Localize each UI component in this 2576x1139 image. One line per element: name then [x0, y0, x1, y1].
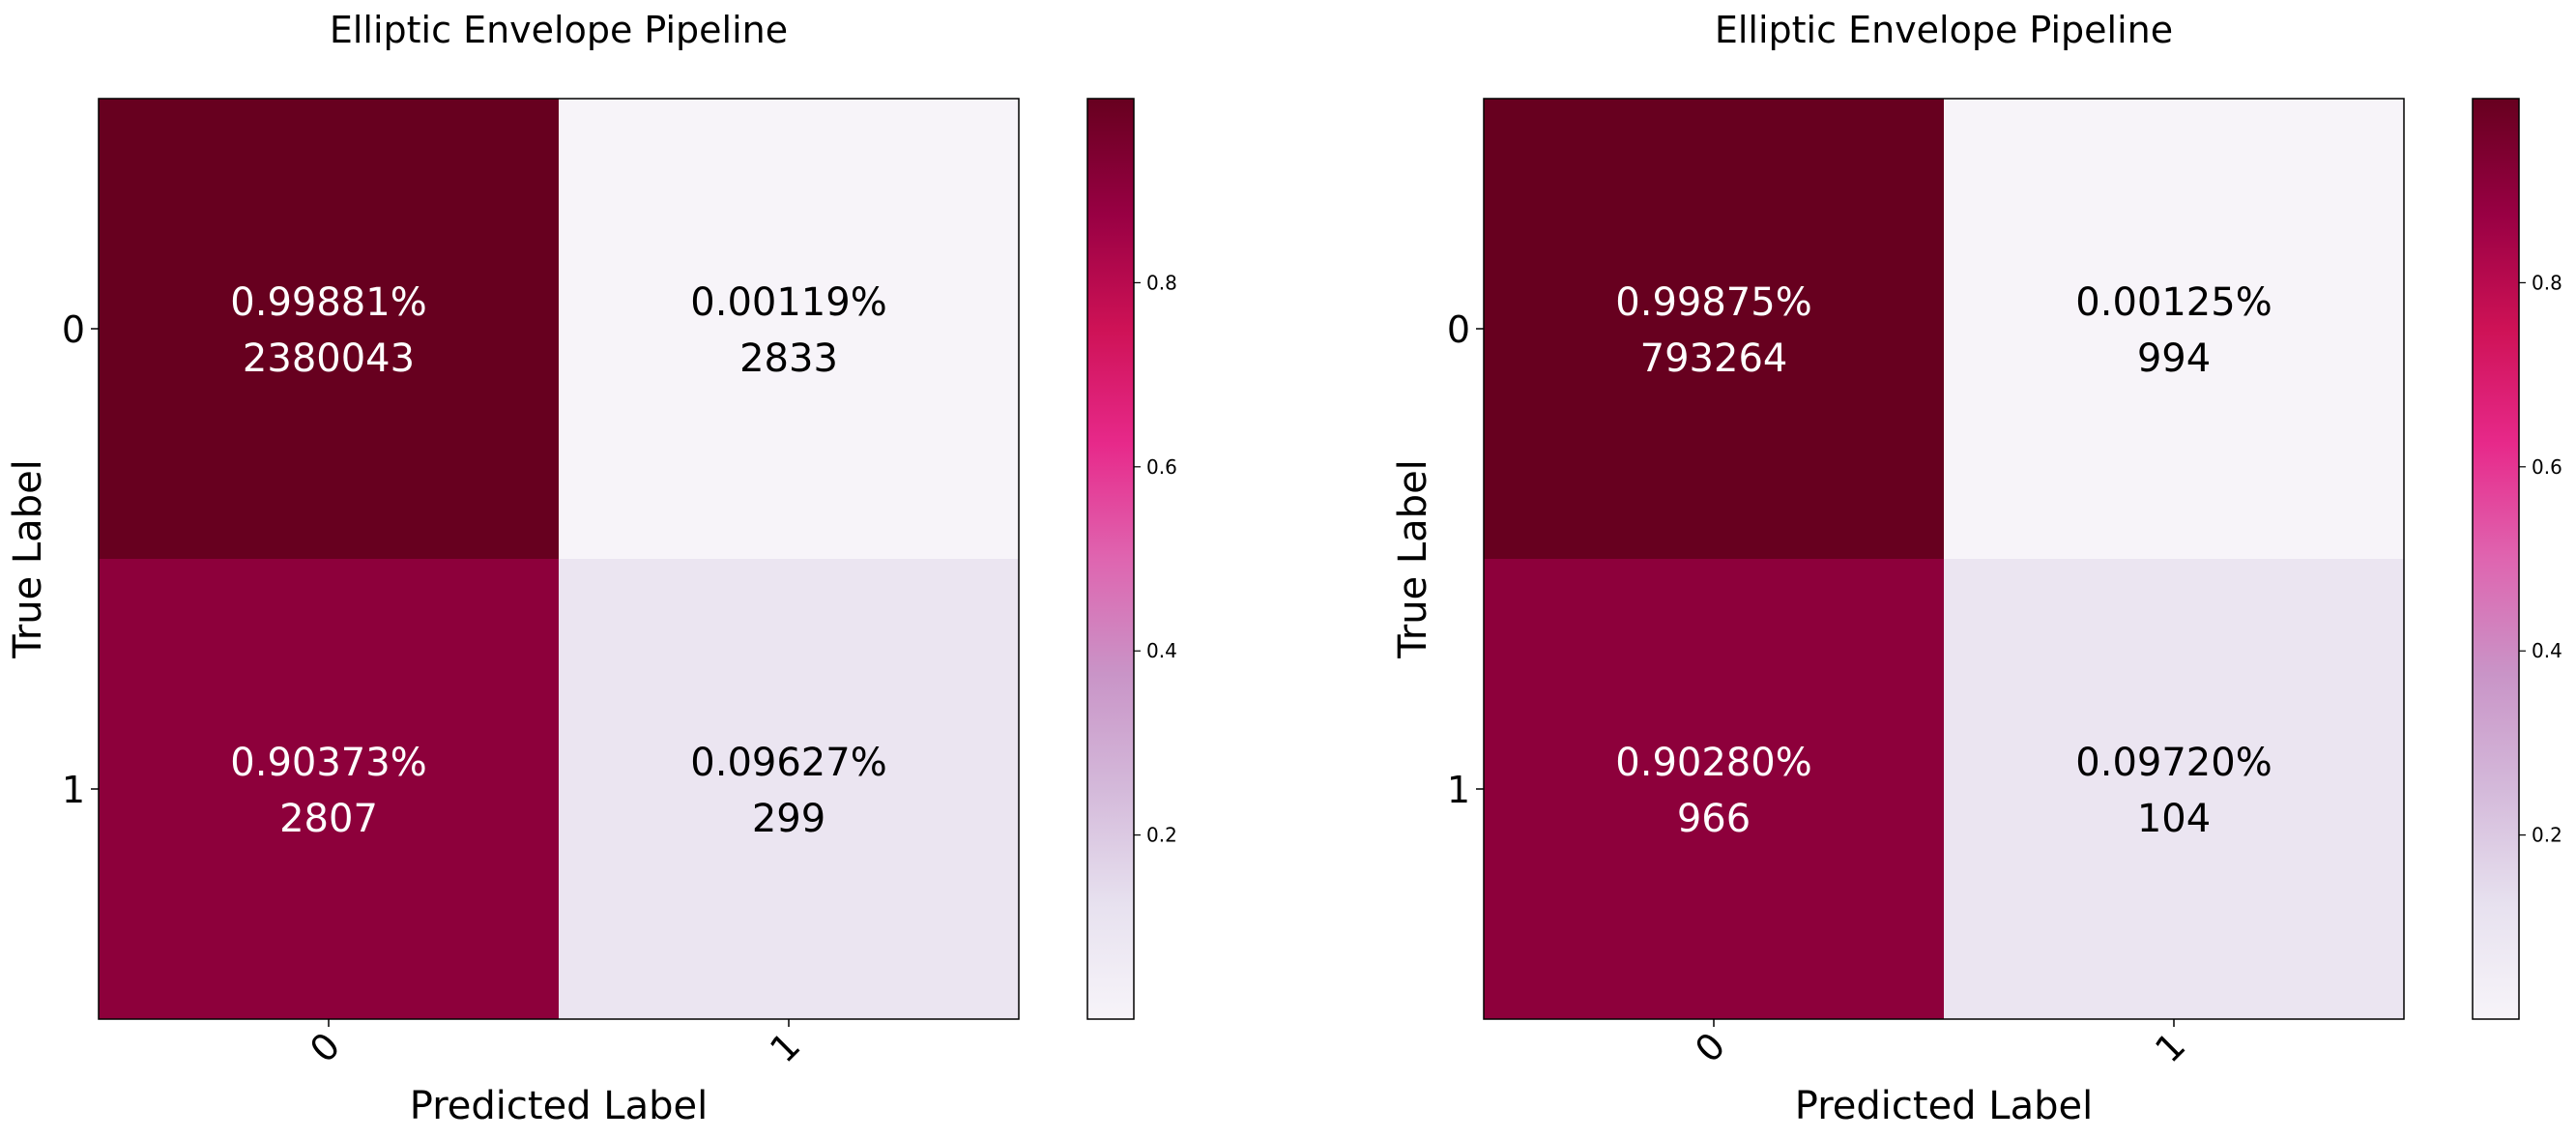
y-axis-label: True Label	[1391, 459, 1435, 659]
heatmap-cell	[559, 559, 1020, 1020]
cell-count-label: 2807	[279, 797, 378, 841]
y-axis-label: True Label	[6, 459, 50, 659]
colorbar-tick-label: 0.2	[2532, 824, 2562, 847]
y-tick-label: 0	[62, 308, 85, 351]
chart-title: Elliptic Envelope Pipeline	[330, 9, 788, 51]
x-axis-label: Predicted Label	[410, 1084, 708, 1128]
heatmap-cell	[99, 559, 560, 1020]
colorbar	[1086, 98, 1135, 1020]
cell-percent-label: 0.00125%	[2075, 280, 2272, 325]
cell-percent-label: 0.00119%	[690, 280, 886, 325]
heatmap-cell	[1484, 99, 1945, 560]
colorbar-tick-label: 0.8	[1146, 271, 1177, 294]
cell-count-label: 2833	[739, 336, 838, 381]
cell-count-label: 104	[2137, 797, 2211, 841]
cell-percent-label: 0.09627%	[690, 741, 886, 785]
heatmap-cell	[1484, 559, 1945, 1020]
chart-title: Elliptic Envelope Pipeline	[1715, 9, 2173, 51]
heatmap-panel: Elliptic Envelope Pipeline 0.99881% 238004…	[6, 9, 1177, 1128]
heatmap-frame	[1483, 98, 2405, 1020]
heatmap-cell	[99, 99, 560, 560]
colorbar-tick-label: 0.4	[1146, 639, 1177, 662]
cell-percent-label: 0.90280%	[1615, 741, 1811, 785]
heatmap-cell	[559, 99, 1020, 560]
heatmap-frame	[98, 98, 1020, 1020]
colorbar-tick-label: 0.4	[2532, 639, 2562, 662]
colorbar-tick-label: 0.6	[1146, 455, 1177, 479]
y-tick-label: 1	[62, 769, 85, 811]
y-tick-label: 1	[1447, 769, 1470, 811]
colorbar	[2472, 98, 2520, 1020]
colorbar-tick-label: 0.8	[2532, 271, 2562, 294]
cell-count-label: 2380043	[243, 336, 415, 381]
heatmap-panel: Elliptic Envelope Pipeline 0.99875% 793264…	[1391, 9, 2562, 1128]
colorbar-tick-label: 0.2	[1146, 824, 1177, 847]
y-tick-label: 0	[1447, 308, 1470, 351]
x-axis-label: Predicted Label	[1795, 1084, 2093, 1128]
x-tick-label: 0	[1687, 1024, 1733, 1070]
cell-count-label: 793264	[1640, 336, 1788, 381]
cell-percent-label: 0.09720%	[2075, 741, 2272, 785]
x-tick-label: 0	[302, 1024, 348, 1070]
cell-percent-label: 0.99875%	[1615, 280, 1811, 325]
x-tick-label: 1	[2147, 1024, 2193, 1070]
heatmap-cell	[1944, 99, 2405, 560]
heatmap-cell	[1944, 559, 2405, 1020]
cell-count-label: 994	[2137, 336, 2211, 381]
colorbar-tick-label: 0.6	[2532, 455, 2562, 479]
cell-percent-label: 0.99881%	[230, 280, 426, 325]
cell-count-label: 299	[752, 797, 825, 841]
cell-count-label: 966	[1677, 797, 1751, 841]
cell-percent-label: 0.90373%	[230, 741, 426, 785]
x-tick-label: 1	[762, 1024, 808, 1070]
